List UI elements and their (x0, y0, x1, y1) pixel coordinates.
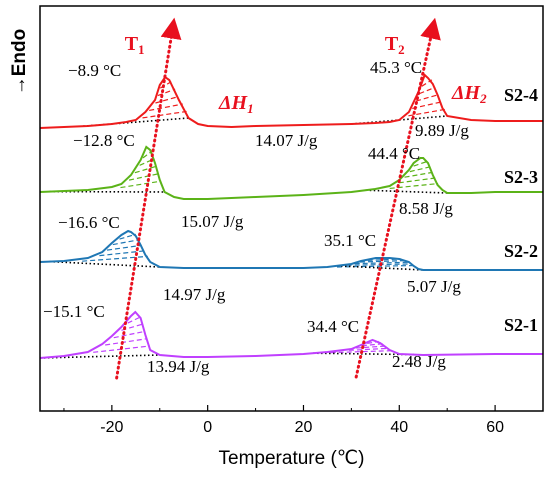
trend-label-main: T (125, 33, 139, 55)
x-tick-label: 60 (486, 419, 504, 436)
hatch-s2-3-1-2 (129, 174, 159, 180)
series-line-s2-3 (40, 147, 543, 199)
x-tick-label: 20 (295, 419, 313, 436)
x-tick-label: 0 (203, 419, 212, 436)
hatch-s2-4-2-4 (419, 87, 435, 93)
series-label-s2-1: S2-1 (504, 315, 538, 335)
hatch-s2-2-1-4 (113, 240, 139, 245)
trend-label-t2: T2 (385, 33, 405, 57)
enthalpy-value-label: 13.94 J/g (147, 357, 210, 376)
peak-label: −16.6 °C (58, 213, 120, 232)
x-tick-label: -20 (100, 419, 123, 436)
hatch-s2-3-2-2 (399, 178, 435, 183)
enthalpy-value-label: 15.07 J/g (181, 212, 244, 231)
y-axis-title: →Endo (9, 29, 30, 96)
peak-label: −8.9 °C (68, 61, 121, 80)
x-tick-label: 40 (390, 419, 408, 436)
enthalpy-symbol-1: ΔH1 (218, 92, 254, 116)
trend-line-t1 (117, 28, 173, 378)
series-label-s2-4: S2-4 (504, 85, 538, 105)
trend-label-sub: 2 (398, 42, 405, 57)
hatch-s2-3-2-4 (410, 167, 431, 172)
hatch-s2-4-1-2 (149, 104, 183, 110)
trend-label-t1: T1 (125, 33, 145, 57)
baseline-s2-2-1 (50, 262, 160, 267)
enthalpy-symbol-main: ΔH (451, 82, 482, 104)
hatch-s2-1-2-3 (356, 346, 385, 348)
hatch-s2-1-1-2 (105, 339, 147, 345)
enthalpy-symbol-sub: 1 (247, 101, 254, 116)
peak-label: 35.1 °C (324, 231, 376, 250)
series-line-s2-1 (40, 312, 543, 358)
hatch-s2-4-1-1 (143, 111, 187, 117)
peak-label: 34.4 °C (307, 317, 359, 336)
hatch-s2-3-1-3 (135, 166, 157, 172)
enthalpy-value-label: 14.97 J/g (163, 285, 226, 304)
baseline-s2-3-2 (366, 190, 447, 193)
enthalpy-value-label: 2.48 J/g (392, 352, 446, 371)
enthalpy-symbol-2: ΔH2 (451, 82, 487, 106)
hatch-s2-1-1-3 (114, 331, 145, 337)
peak-label: −15.1 °C (43, 302, 105, 321)
hatch-s2-4-1-3 (155, 97, 178, 103)
peak-label: 45.3 °C (370, 58, 422, 77)
peak-label: 44.4 °C (368, 144, 420, 163)
hatch-s2-3-1-1 (120, 181, 161, 187)
hatch-s2-3-2-3 (405, 172, 433, 177)
hatch-s2-4-1-4 (158, 89, 175, 95)
series-line-s2-2 (40, 231, 543, 270)
trend-label-sub: 1 (138, 42, 145, 57)
trend-layer (117, 28, 433, 378)
x-axis-title: Temperature (℃) (219, 448, 365, 469)
enthalpy-value-label: 14.07 J/g (255, 131, 318, 150)
hatch-s2-4-2-3 (416, 95, 439, 101)
enthalpy-value-label: 9.89 J/g (415, 121, 469, 140)
trend-label-main: T (385, 33, 399, 55)
series-label-s2-2: S2-2 (504, 241, 538, 261)
enthalpy-value-label: 8.58 J/g (399, 199, 453, 218)
peak-label: −12.8 °C (73, 131, 135, 150)
series-label-s2-3: S2-3 (504, 167, 538, 187)
enthalpy-symbol-main: ΔH (218, 92, 249, 114)
enthalpy-symbol-sub: 2 (479, 91, 487, 106)
hatch-s2-1-2-2 (349, 348, 389, 350)
enthalpy-value-label: 5.07 J/g (407, 277, 461, 296)
